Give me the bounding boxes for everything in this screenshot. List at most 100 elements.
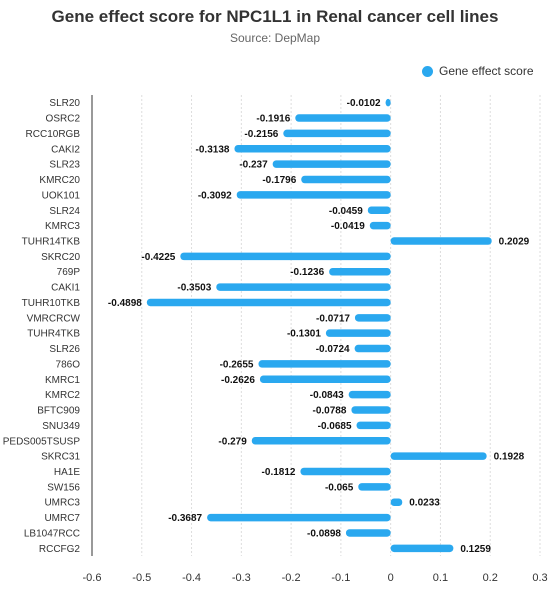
- data-label: -0.3687: [168, 513, 202, 524]
- data-label: -0.0102: [347, 98, 381, 109]
- category-label: PEDS005TSUSP: [3, 436, 81, 447]
- data-label: -0.2626: [221, 375, 255, 386]
- x-tick-label: -0.6: [83, 572, 102, 584]
- x-tick-label: 0.1: [433, 572, 448, 584]
- bar[interactable]: [348, 390, 391, 399]
- bar[interactable]: [207, 513, 391, 522]
- data-label: -0.4898: [108, 298, 142, 309]
- data-label: -0.1301: [287, 329, 321, 340]
- category-label: KMRC20: [39, 175, 80, 186]
- x-axis-ticks: -0.6 -0.5 -0.4 -0.3 -0.2 -0.1 0 0.1 0.2 0.3: [83, 572, 548, 584]
- category-label: KMRC2: [45, 390, 80, 401]
- x-tick-label: -0.5: [132, 572, 151, 584]
- bar[interactable]: [385, 98, 391, 107]
- x-tick-label: 0.3: [532, 572, 547, 584]
- grid: [141, 95, 541, 556]
- chart-subtitle: Source: DepMap: [229, 31, 321, 45]
- bar[interactable]: [236, 191, 391, 199]
- data-label: -0.0724: [316, 344, 350, 355]
- category-label: TUHR10TKB: [22, 298, 81, 309]
- bar[interactable]: [300, 467, 391, 476]
- category-label: LB1047RCC: [24, 528, 80, 539]
- bar[interactable]: [325, 329, 391, 337]
- data-label: 0.0233: [409, 498, 440, 509]
- bar[interactable]: [356, 421, 391, 430]
- bar[interactable]: [354, 314, 391, 322]
- data-label: 0.2029: [499, 236, 530, 247]
- bar[interactable]: [351, 406, 391, 414]
- category-label: TUHR4TKB: [27, 329, 80, 340]
- category-label: SLR20: [49, 98, 80, 109]
- category-label: VMRCRCW: [27, 313, 81, 324]
- data-label: -0.0717: [316, 313, 350, 324]
- category-label: SLR23: [49, 160, 80, 171]
- legend-label: Gene effect score: [439, 64, 534, 78]
- bar[interactable]: [216, 283, 391, 291]
- category-label: CAKI1: [51, 283, 80, 294]
- category-label: RCCFG2: [39, 544, 81, 555]
- chart-title: Gene effect score for NPC1L1 in Renal ca…: [51, 7, 499, 26]
- category-label: UMRC3: [44, 498, 80, 509]
- data-label: -0.1796: [262, 175, 296, 186]
- x-tick-label: -0.2: [282, 572, 301, 584]
- data-label: 0.1928: [494, 452, 525, 463]
- category-label: 769P: [57, 267, 81, 278]
- x-tick-label: 0: [388, 572, 394, 584]
- category-label: SLR26: [49, 344, 80, 355]
- bar[interactable]: [367, 206, 391, 215]
- bar[interactable]: [358, 483, 391, 491]
- x-tick-label: -0.3: [232, 572, 251, 584]
- data-label: -0.4225: [141, 252, 175, 263]
- category-label: KMRC1: [45, 375, 80, 386]
- bar[interactable]: [272, 160, 391, 168]
- category-label: 786O: [56, 359, 81, 370]
- bar[interactable]: [146, 298, 391, 307]
- category-label: SKRC20: [41, 252, 80, 263]
- data-label: -0.237: [239, 160, 268, 171]
- bar[interactable]: [234, 145, 391, 153]
- data-label: -0.065: [325, 482, 354, 493]
- category-label: SW156: [47, 482, 80, 493]
- bar[interactable]: [329, 267, 391, 276]
- x-tick-label: 0.2: [483, 572, 498, 584]
- bar[interactable]: [345, 529, 391, 537]
- category-labels: SLR20 OSRC2 RCC10RGB CAKI2 SLR23 KMRC20 UOK101…: [3, 98, 81, 555]
- data-label: -0.0685: [318, 421, 352, 432]
- bar[interactable]: [180, 252, 391, 261]
- category-label: BFTC909: [37, 406, 80, 417]
- bar[interactable]: [369, 221, 391, 230]
- category-label: SLR24: [49, 206, 80, 217]
- bar[interactable]: [390, 452, 487, 460]
- legend-marker-icon: [422, 65, 433, 77]
- category-label: CAKI2: [51, 144, 80, 155]
- bar[interactable]: [259, 375, 391, 384]
- legend[interactable]: Gene effect score: [422, 63, 534, 79]
- bar[interactable]: [251, 437, 391, 445]
- x-tick-label: -0.4: [182, 572, 201, 584]
- data-label: -0.1812: [262, 467, 296, 478]
- data-label: -0.0843: [310, 390, 344, 401]
- data-label: -0.0788: [313, 406, 347, 417]
- bar[interactable]: [390, 237, 492, 245]
- data-label: -0.2655: [220, 359, 254, 370]
- category-label: UMRC7: [44, 513, 80, 524]
- data-label: -0.279: [218, 436, 247, 447]
- bar[interactable]: [295, 114, 391, 122]
- category-label: TUHR14TKB: [22, 236, 81, 247]
- bar[interactable]: [258, 360, 391, 368]
- bar[interactable]: [301, 175, 391, 184]
- bar[interactable]: [283, 129, 391, 138]
- data-label: -0.0898: [307, 528, 341, 539]
- category-label: KMRC3: [45, 221, 80, 232]
- bar[interactable]: [354, 344, 391, 353]
- data-label: -0.1236: [290, 267, 324, 278]
- bar[interactable]: [390, 544, 454, 553]
- value-labels: -0.0102 -0.1916 -0.2156 -0.3138 -0.237 -0.179…: [108, 98, 530, 555]
- data-label: -0.3138: [196, 144, 230, 155]
- data-label: -0.2156: [244, 129, 278, 140]
- bar[interactable]: [390, 498, 403, 506]
- data-label: -0.3092: [198, 190, 232, 201]
- category-label: RCC10RGB: [26, 129, 81, 140]
- data-label: -0.0419: [331, 221, 365, 232]
